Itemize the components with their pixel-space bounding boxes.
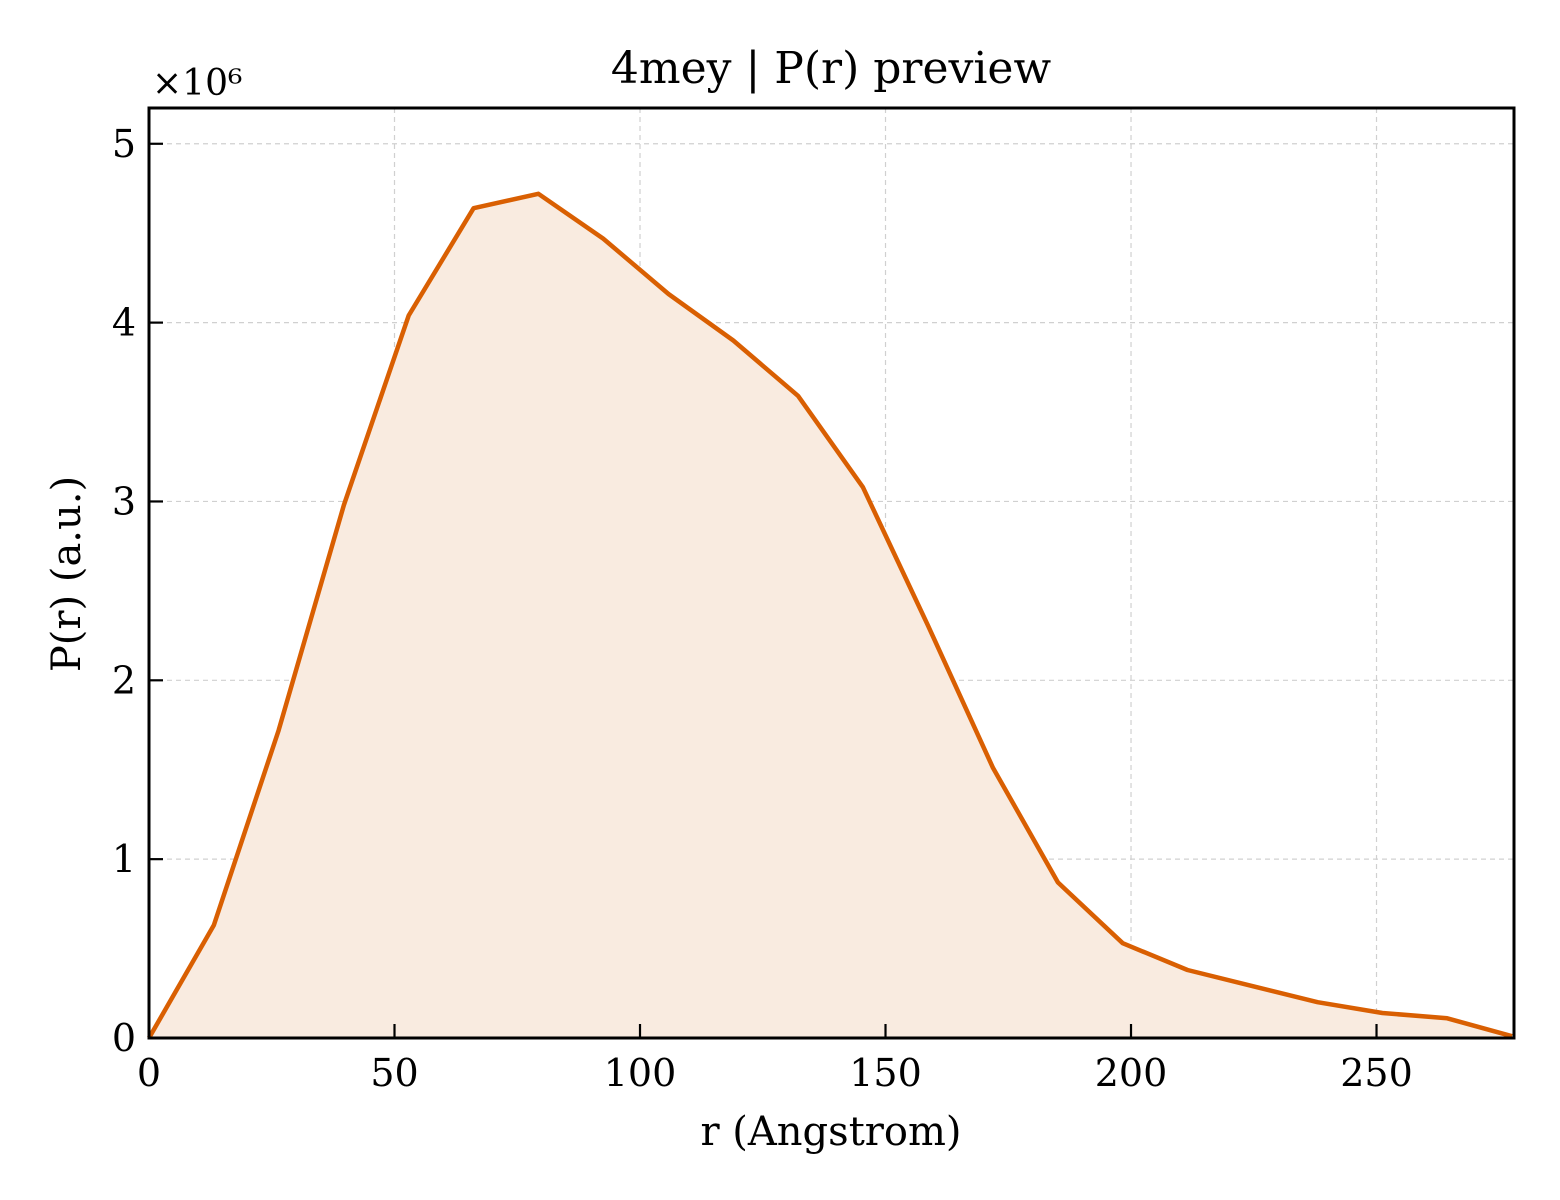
y-tick-label: 1 xyxy=(112,837,136,881)
y-tick-label: 4 xyxy=(112,301,136,345)
chart-title: 4mey | P(r) preview xyxy=(611,43,1052,94)
axis-ticks: 0 50 100 150 200 250 0 1 2 3 4 5 xyxy=(112,122,1413,1095)
plot-frame xyxy=(147,106,1516,1040)
y-tick-label: 3 xyxy=(112,479,136,523)
y-tick-label: 2 xyxy=(112,658,136,702)
x-tick-label: 100 xyxy=(604,1051,677,1095)
pr-series-line xyxy=(147,191,1513,1040)
x-tick-label: 150 xyxy=(849,1051,922,1095)
y-tick-label: 5 xyxy=(112,122,136,166)
pr-area-fill xyxy=(149,193,1512,1039)
x-tick-label: 200 xyxy=(1095,1051,1168,1095)
y-axis-label: P(r) (a.u.) xyxy=(44,476,90,672)
x-tick-label: 250 xyxy=(1340,1051,1413,1095)
x-tick-label: 0 xyxy=(137,1051,161,1095)
y-multiplier-label: ×10⁶ xyxy=(152,63,242,104)
y-tick-label: 0 xyxy=(112,1016,136,1060)
x-tick-label: 50 xyxy=(370,1051,418,1095)
x-axis-label: r (Angstrom) xyxy=(700,1109,961,1155)
